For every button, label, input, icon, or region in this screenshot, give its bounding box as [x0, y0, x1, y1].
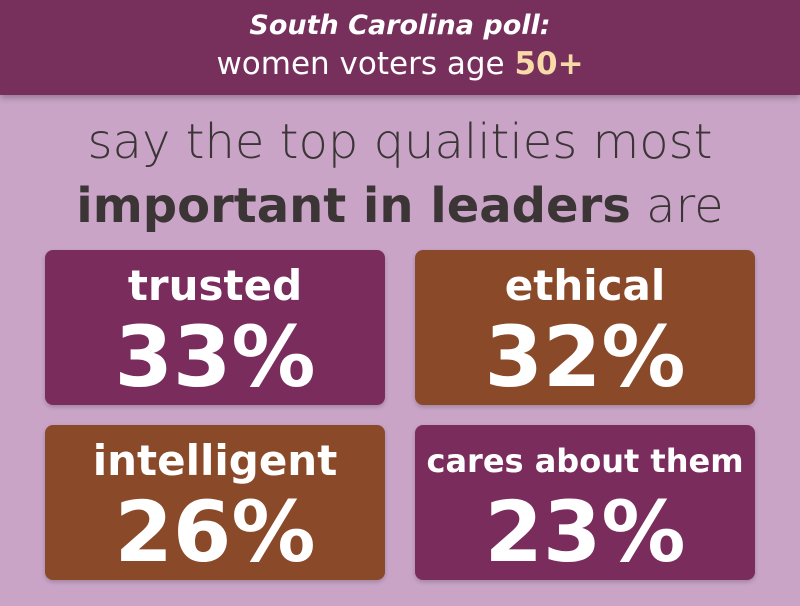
headline-line: important in leaders are — [0, 174, 800, 238]
tile-label: intelligent — [92, 436, 338, 485]
subtitle-highlight: 50+ — [514, 46, 584, 82]
tile-label: trusted — [127, 261, 303, 310]
headline: say the top qualities most important in … — [0, 110, 800, 238]
tile: cares about them 23% — [415, 425, 755, 580]
tile: trusted 33% — [45, 250, 385, 405]
tile-value: 26% — [114, 483, 316, 581]
headline-line: say the top qualities most — [87, 114, 713, 170]
headline-bold: important in leaders — [76, 178, 631, 234]
tile-value: 23% — [484, 483, 686, 581]
header-title: South Carolina poll: — [249, 10, 551, 41]
header-subtitle: women voters age 50+ — [0, 44, 800, 84]
tile-label: ethical — [504, 261, 666, 310]
subtitle-text: women voters age — [216, 46, 505, 82]
tile-value: 33% — [114, 308, 316, 406]
tile: intelligent 26% — [45, 425, 385, 580]
header: South Carolina poll: women voters age 50… — [0, 0, 800, 95]
tile-value: 32% — [484, 308, 686, 406]
tile-label: cares about them — [426, 442, 744, 480]
tile: ethical 32% — [415, 250, 755, 405]
headline-end: are — [646, 178, 724, 234]
